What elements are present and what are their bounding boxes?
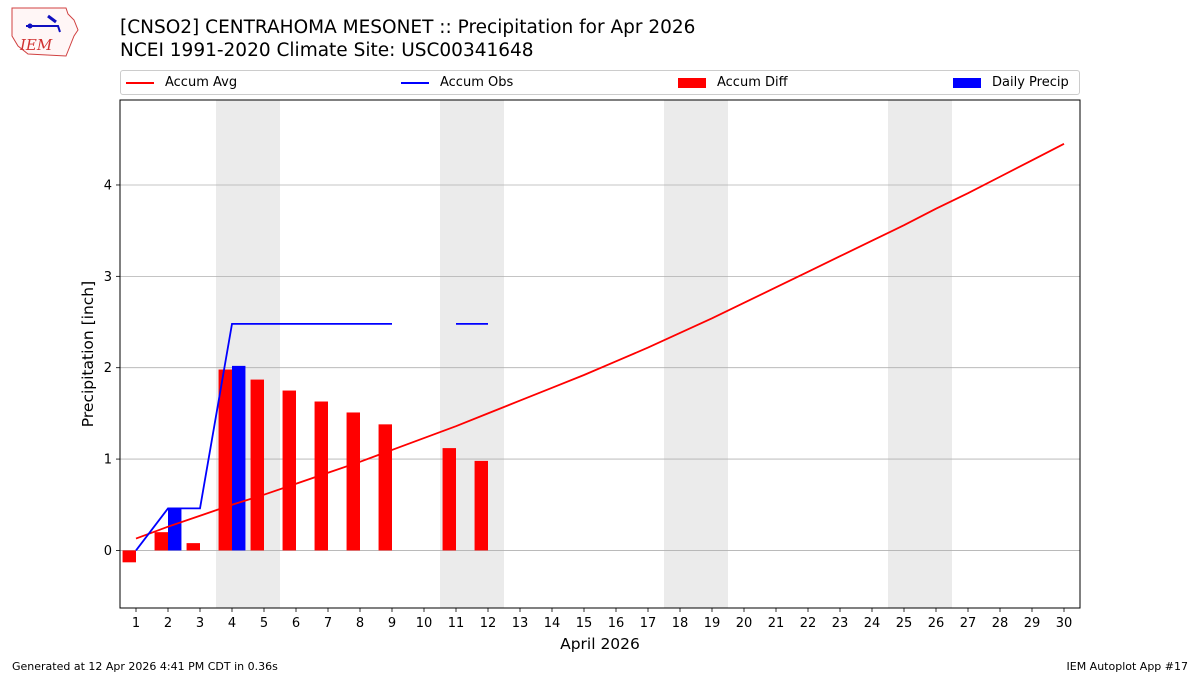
x-tick-label: 2	[164, 616, 172, 631]
x-tick-label: 4	[228, 616, 236, 631]
x-tick-label: 7	[324, 616, 332, 631]
x-axis-label: April 2026	[560, 635, 640, 653]
chart-title: [CNSO2] CENTRAHOMA MESONET :: Precipitat…	[120, 17, 696, 38]
y-tick-label: 4	[104, 178, 112, 193]
x-tick-label: 16	[608, 616, 625, 631]
logo-text: IEM	[19, 36, 53, 54]
x-tick-label: 19	[704, 616, 721, 631]
x-tick-label: 26	[928, 616, 945, 631]
x-tick-label: 1	[132, 616, 140, 631]
x-tick-label: 23	[832, 616, 849, 631]
x-tick-label: 14	[544, 616, 561, 631]
x-tick-label: 15	[576, 616, 593, 631]
y-tick-label: 2	[104, 361, 112, 376]
legend-label-accum-avg: Accum Avg	[165, 75, 238, 90]
accum-diff-bar	[122, 550, 136, 563]
x-tick-label: 18	[672, 616, 689, 631]
accum-avg-line	[135, 143, 1065, 540]
generated-timestamp: Generated at 12 Apr 2026 4:41 PM CDT in …	[12, 660, 278, 673]
x-tick-label: 20	[736, 616, 753, 631]
accum-diff-bar	[346, 412, 360, 551]
weekend-band	[888, 100, 952, 608]
legend-swatch-accum-diff	[678, 77, 706, 88]
y-axis-label: Precipitation [inch]	[79, 281, 97, 427]
legend-swatch-accum-avg	[126, 81, 154, 84]
legend-item-accum-avg: Accum Avg	[126, 74, 237, 91]
legend: Accum Avg Accum Obs Accum Diff Daily Pre…	[120, 70, 1080, 95]
x-tick-label: 17	[640, 616, 657, 631]
x-tick-label: 9	[388, 616, 396, 631]
x-tick-label: 3	[196, 616, 204, 631]
accum-diff-bar	[250, 379, 264, 551]
accum-diff-bar	[378, 424, 392, 551]
legend-item-accum-obs: Accum Obs	[401, 74, 513, 91]
legend-label-accum-obs: Accum Obs	[440, 75, 514, 90]
accum-diff-bar	[282, 390, 296, 551]
y-tick-label: 0	[104, 544, 112, 559]
y-tick-label: 1	[104, 453, 112, 468]
x-tick-label: 22	[800, 616, 817, 631]
x-tick-label: 28	[992, 616, 1009, 631]
x-tick-label: 6	[292, 616, 300, 631]
legend-label-accum-diff: Accum Diff	[717, 75, 788, 90]
x-tick-label: 24	[864, 616, 881, 631]
accum-diff-bar	[474, 460, 488, 551]
accum-diff-bar	[442, 448, 456, 551]
legend-swatch-accum-obs	[401, 81, 429, 84]
x-tick-label: 25	[896, 616, 913, 631]
daily-precip-bar	[232, 365, 246, 551]
x-tick-label: 21	[768, 616, 785, 631]
x-tick-label: 12	[480, 616, 497, 631]
x-tick-label: 29	[1024, 616, 1041, 631]
legend-item-accum-diff: Accum Diff	[678, 74, 788, 91]
chart-subtitle: NCEI 1991-2020 Climate Site: USC00341648	[120, 40, 534, 61]
app-label: IEM Autoplot App #17	[1066, 660, 1189, 673]
accum-diff-bar	[218, 369, 232, 551]
x-tick-label: 30	[1056, 616, 1073, 631]
accum-obs-line	[135, 322, 392, 551]
legend-label-daily-precip: Daily Precip	[992, 75, 1069, 90]
daily-precip-bar	[168, 508, 182, 551]
accum-diff-bar	[154, 532, 168, 551]
x-tick-label: 27	[960, 616, 977, 631]
x-tick-label: 5	[260, 616, 268, 631]
x-tick-label: 10	[416, 616, 433, 631]
x-tick-label: 8	[356, 616, 364, 631]
legend-swatch-daily-precip	[953, 77, 981, 88]
weekend-band	[664, 100, 728, 608]
accum-diff-bar	[186, 543, 200, 551]
plot-frame	[119, 99, 1081, 609]
legend-item-daily-precip: Daily Precip	[953, 74, 1069, 91]
y-tick-label: 3	[104, 270, 112, 285]
x-tick-label: 11	[448, 616, 465, 631]
x-tick-label: 13	[512, 616, 529, 631]
iem-logo: IEM	[11, 7, 79, 57]
